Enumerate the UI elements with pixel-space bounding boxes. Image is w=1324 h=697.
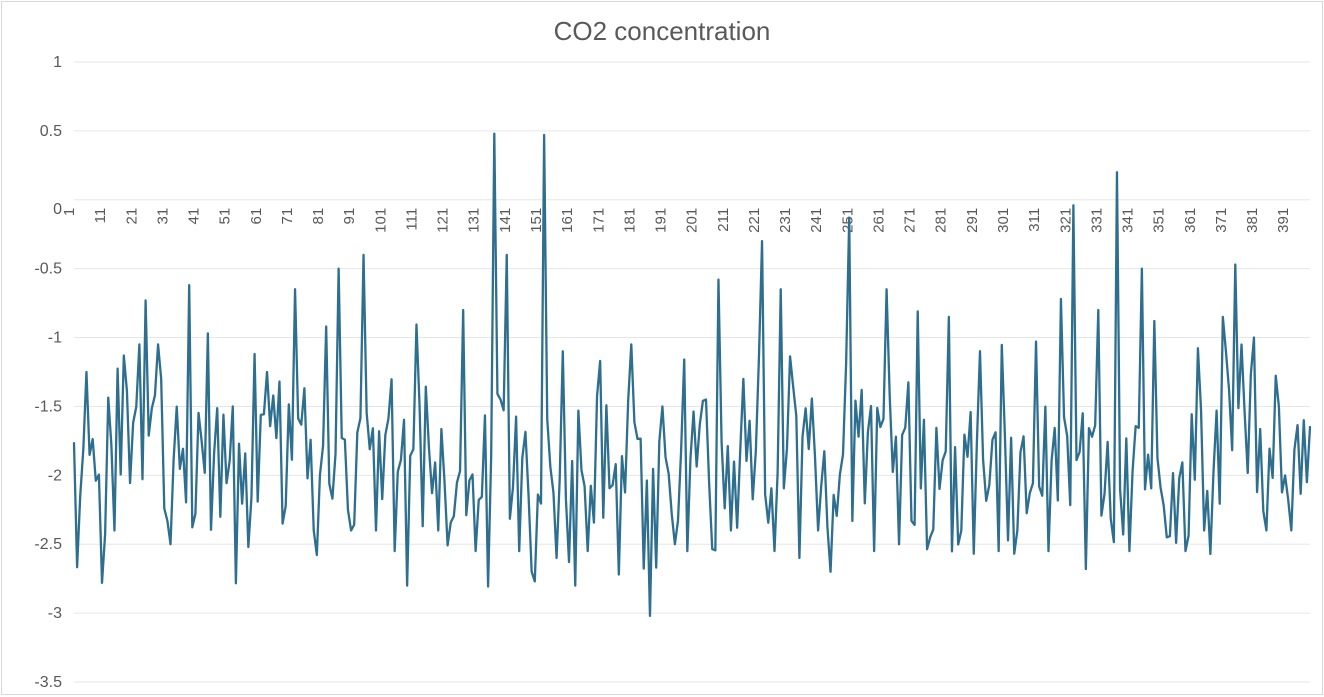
- svg-text:-1: -1: [48, 330, 62, 347]
- svg-text:-3: -3: [48, 605, 62, 622]
- svg-text:301: 301: [995, 208, 1012, 233]
- svg-text:291: 291: [964, 208, 981, 233]
- svg-text:91: 91: [341, 208, 358, 225]
- svg-text:1: 1: [53, 54, 62, 71]
- svg-text:71: 71: [279, 208, 296, 225]
- svg-text:351: 351: [1151, 208, 1168, 233]
- svg-text:221: 221: [746, 208, 763, 233]
- svg-text:391: 391: [1275, 208, 1292, 233]
- svg-text:281: 281: [933, 208, 950, 233]
- gridlines: [74, 62, 1310, 682]
- svg-text:261: 261: [870, 208, 887, 233]
- svg-text:81: 81: [310, 208, 327, 225]
- svg-text:331: 331: [1088, 208, 1105, 233]
- svg-text:171: 171: [590, 208, 607, 233]
- svg-text:141: 141: [497, 208, 514, 233]
- svg-text:321: 321: [1057, 208, 1074, 233]
- y-axis-ticks: 10.50-0.5-1-1.5-2-2.5-3-3.5: [34, 54, 62, 691]
- svg-text:381: 381: [1244, 208, 1261, 233]
- svg-text:111: 111: [403, 208, 420, 231]
- svg-text:41: 41: [186, 208, 203, 225]
- svg-text:241: 241: [808, 208, 825, 233]
- svg-text:-3.5: -3.5: [34, 674, 62, 691]
- svg-text:371: 371: [1213, 208, 1230, 233]
- svg-text:11: 11: [92, 208, 109, 224]
- svg-text:-1.5: -1.5: [34, 398, 62, 415]
- svg-text:271: 271: [902, 208, 919, 233]
- svg-text:121: 121: [435, 208, 452, 233]
- svg-text:1: 1: [61, 208, 78, 216]
- svg-text:0.5: 0.5: [40, 123, 62, 140]
- svg-text:131: 131: [466, 208, 483, 233]
- svg-text:361: 361: [1182, 208, 1199, 233]
- svg-text:-2.5: -2.5: [34, 536, 62, 553]
- svg-text:231: 231: [777, 208, 794, 233]
- svg-text:51: 51: [217, 208, 234, 225]
- svg-text:-2: -2: [48, 467, 62, 484]
- svg-text:101: 101: [372, 208, 389, 233]
- x-axis-ticks: 1112131415161718191101111121131141151161…: [61, 208, 1292, 233]
- svg-text:-0.5: -0.5: [34, 261, 62, 278]
- svg-text:211: 211: [715, 208, 732, 232]
- svg-text:31: 31: [154, 208, 171, 225]
- svg-text:161: 161: [559, 208, 576, 233]
- chart-container: CO2 concentration 10.50-0.5-1-1.5-2-2.5-…: [1, 1, 1323, 695]
- svg-text:61: 61: [248, 208, 265, 225]
- svg-text:341: 341: [1120, 208, 1137, 233]
- svg-text:311: 311: [1026, 208, 1043, 232]
- series-line: [74, 134, 1310, 616]
- svg-text:191: 191: [653, 208, 670, 233]
- chart-plot: 10.50-0.5-1-1.5-2-2.5-3-3.5 111213141516…: [2, 2, 1324, 696]
- svg-text:201: 201: [684, 208, 701, 233]
- svg-text:21: 21: [123, 208, 140, 225]
- svg-text:181: 181: [621, 208, 638, 233]
